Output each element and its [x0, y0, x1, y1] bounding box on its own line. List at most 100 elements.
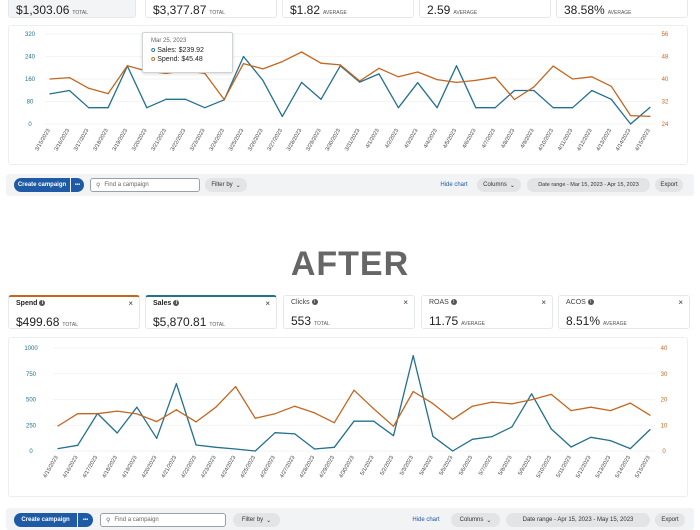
left-axis-tick: 160 [25, 77, 36, 83]
x-axis-tick: 5/15/2023 [634, 455, 651, 479]
sales-point [274, 432, 276, 434]
metric-value: $5,870.81 [153, 315, 207, 329]
x-axis-tick: 4/20/2023 [141, 455, 158, 479]
info-icon[interactable]: i [173, 300, 180, 307]
more-options-button[interactable]: ••• [78, 513, 93, 527]
right-axis-tick: 40 [661, 346, 668, 352]
sales-point [77, 444, 79, 446]
spend-point [491, 401, 493, 403]
hide-chart-link[interactable]: Hide chart [412, 517, 440, 523]
spend-point [392, 425, 395, 427]
sales-point [513, 89, 516, 92]
spend-point [204, 72, 206, 74]
x-axis-tick: 4/19/2023 [121, 455, 138, 479]
spend-point [88, 87, 90, 89]
create-campaign-button[interactable]: Create campaign [14, 178, 70, 192]
create-campaign-button[interactable]: Create campaign [14, 513, 77, 527]
date-range-button[interactable]: Date range - Apr 15, 2023 - May 15, 2023 [506, 513, 650, 527]
sales-point [333, 446, 335, 448]
sales-point [494, 107, 496, 109]
close-icon[interactable]: × [265, 299, 270, 308]
info-icon[interactable]: i [311, 299, 318, 306]
x-axis-tick: 4/23/2023 [200, 455, 217, 479]
metric-unit: AVERAGE [607, 10, 632, 16]
info-icon[interactable]: i [587, 299, 594, 306]
metric-card-4[interactable]: 2.59 AVERAGE [419, 0, 551, 18]
x-axis-tick: 4/29/2023 [319, 455, 336, 479]
sales-point [630, 123, 632, 125]
sales-line [49, 55, 651, 125]
metric-card-2[interactable]: $3,377.87 TOTAL [145, 0, 277, 18]
x-axis-tick: 5/9/2023 [517, 455, 533, 477]
x-axis-tick: 4/25/2023 [240, 455, 257, 479]
hide-chart-link[interactable]: Hide chart [440, 182, 468, 188]
x-axis-tick: 5/3/2023 [399, 455, 415, 477]
sales-point [195, 444, 197, 446]
metric-card-5[interactable]: 38.58% AVERAGE [556, 0, 688, 18]
x-axis-tick: 5/7/2023 [478, 455, 494, 477]
metric-unit: TOTAL [209, 322, 226, 328]
sales-point [591, 89, 593, 92]
sales-point [533, 89, 535, 92]
columns-label: Columns [459, 517, 484, 523]
left-axis-tick: 80 [27, 100, 34, 106]
spend-point [591, 76, 593, 78]
close-icon[interactable]: × [541, 298, 546, 307]
export-button[interactable]: Export [655, 178, 683, 192]
metric-card-sales[interactable]: Sales i × $5,870.81 TOTAL [145, 295, 277, 329]
search-placeholder: Find a campaign [114, 517, 159, 523]
circle-icon: o [151, 56, 156, 63]
sales-point [301, 81, 303, 83]
x-axis-tick: 4/26/2023 [259, 455, 276, 479]
metric-label: ACOS [566, 299, 586, 306]
sales-point [165, 98, 167, 100]
spend-point [49, 78, 51, 80]
metric-card-clicks[interactable]: Clicks i × 553 TOTAL [283, 295, 415, 329]
export-button[interactable]: Export [655, 513, 685, 527]
metric-card-acos[interactable]: ACOS i × 8.51% AVERAGE [558, 295, 690, 329]
filter-by-button[interactable]: Filter by ⌄ [205, 178, 247, 192]
left-axis-tick: 1000 [24, 346, 38, 352]
chevron-down-icon: ⌄ [235, 182, 241, 189]
metric-unit: TOTAL [314, 321, 330, 327]
spend-point [436, 78, 438, 81]
close-icon[interactable]: × [678, 298, 683, 307]
search-input[interactable]: ⚲ Find a campaign [100, 513, 226, 527]
sales-point [49, 93, 51, 95]
metric-label: ROAS [429, 299, 449, 306]
filter-by-button[interactable]: Filter by ⌄ [233, 513, 280, 527]
sales-point [235, 448, 237, 450]
sales-line [57, 355, 651, 452]
search-input[interactable]: ⚲ Find a campaign [90, 178, 200, 192]
columns-button[interactable]: Columns ⌄ [477, 178, 521, 192]
spend-point [511, 403, 513, 405]
spend-point [397, 76, 399, 78]
info-icon[interactable]: i [450, 299, 457, 306]
x-axis-tick: 4/15/2023 [42, 455, 59, 479]
x-axis-tick: 4/27/2023 [279, 455, 296, 479]
spend-point [301, 51, 303, 53]
spend-point [77, 413, 79, 415]
metric-value: 38.58% [564, 3, 605, 17]
date-range-button[interactable]: Date range - Mar 15, 2023 - Apr 15, 2023 [527, 178, 650, 192]
columns-button[interactable]: Columns ⌄ [451, 513, 500, 527]
metric-card-3[interactable]: $1.82 AVERAGE [282, 0, 414, 18]
metric-card-1[interactable]: $1,303.06 TOTAL [8, 0, 136, 18]
x-axis-tick: 5/14/2023 [615, 455, 632, 479]
sales-point [417, 82, 419, 84]
info-icon[interactable]: i [39, 300, 46, 307]
spend-point [629, 402, 631, 404]
spend-point [378, 67, 380, 69]
tooltip-spend: Spend: $45.48 [157, 56, 203, 63]
metric-card-spend[interactable]: Spend i × $499.68 TOTAL [8, 295, 140, 329]
x-axis-tick: 5/11/2023 [556, 455, 573, 479]
metric-card-roas[interactable]: ROAS i × 11.75 AVERAGE [421, 295, 553, 329]
close-icon[interactable]: × [128, 299, 133, 308]
spend-point [136, 413, 138, 415]
x-axis-tick: 4/24/2023 [220, 455, 237, 479]
sales-point [511, 426, 513, 428]
chevron-down-icon: ⌄ [486, 517, 492, 524]
more-options-button[interactable]: ••• [71, 178, 84, 192]
sales-point [397, 107, 399, 109]
close-icon[interactable]: × [403, 298, 408, 307]
